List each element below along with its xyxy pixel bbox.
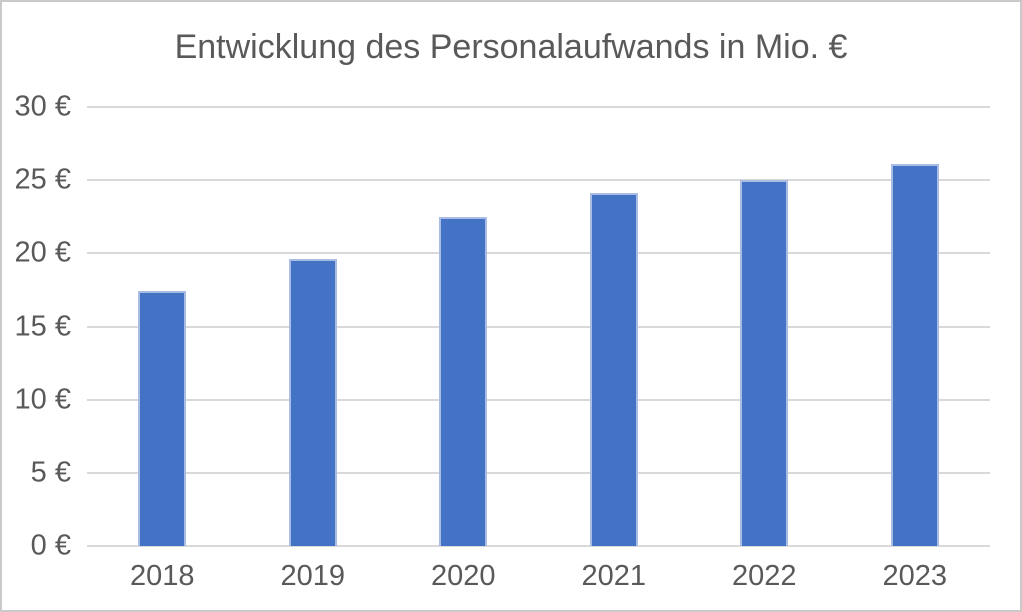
gridline [87,252,990,255]
bar-2023 [890,164,939,546]
gridline [87,106,990,108]
x-tick-label: 2022 [731,560,797,592]
x-tick-label: 2020 [430,560,496,592]
x-axis-line [87,545,990,547]
bar-slot [238,107,389,546]
x-tick-label: 2018 [129,560,195,592]
plot-area: 0 € 5 € 10 € 15 € 20 € 25 € 30 € [15,91,990,562]
x-axis-labels: 2018 2019 2020 2021 2022 2023 [87,560,990,593]
gridline [87,471,990,474]
gridline [87,398,990,401]
bar-2022 [740,180,789,546]
bar-slot [840,107,991,546]
bar-slot [388,107,539,546]
y-tick-label: 15 € [14,310,71,342]
y-tick-label: 25 € [14,163,71,196]
bars-row [87,107,990,546]
y-tick-label: 30 € [14,90,71,123]
chart-title: Entwicklung des Personalaufwands in Mio.… [174,28,848,66]
gridline [87,325,990,328]
y-tick-label: 5 € [30,456,71,489]
x-tick-label: 2019 [280,560,345,592]
y-tick-label: 20 € [14,236,71,269]
x-tick-label: 2023 [882,560,947,592]
bar-2020 [439,216,488,546]
bar-2021 [589,193,638,546]
bar-slot [87,107,238,546]
y-tick-label: 0 € [30,529,71,562]
y-tick-label: 10 € [14,383,71,416]
bar-2018 [138,291,187,546]
x-tick-label: 2021 [581,560,646,592]
bar-2019 [288,259,337,546]
gridline [87,179,990,182]
bar-slot [689,107,840,546]
bar-slot [539,107,690,546]
